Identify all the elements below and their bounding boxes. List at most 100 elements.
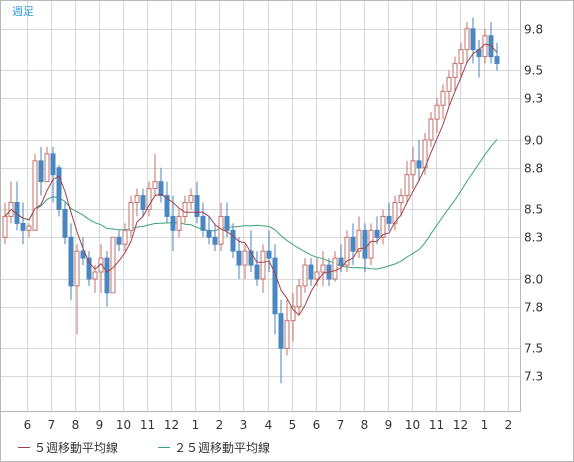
candles-layer <box>2 17 500 384</box>
candle-body <box>404 174 410 197</box>
candle-body <box>128 202 134 231</box>
candle-body <box>482 35 488 58</box>
y-axis: 7.3 7.5 7.8 8.0 8.3 8.5 8.8 9.0 9.3 9.5 9.8 <box>524 23 543 384</box>
candle-body <box>350 236 356 252</box>
candle-body <box>368 229 374 259</box>
candle-body <box>74 250 80 287</box>
candle-body <box>308 264 314 280</box>
candle-body <box>278 313 284 349</box>
candle-body <box>266 250 272 259</box>
x-tick-label: 12 <box>164 418 179 432</box>
candle-body <box>380 215 386 238</box>
x-tick-label: 11 <box>429 418 444 432</box>
legend: ５週移動平均線 ２５週移動平均線 <box>18 440 270 455</box>
y-tick-label: 9.0 <box>524 134 543 148</box>
candle-body <box>254 264 260 280</box>
candle-body <box>20 222 26 231</box>
legend-label: ５週移動平均線 <box>34 440 118 455</box>
x-tick-label: 8 <box>72 418 80 432</box>
candle-body <box>320 264 326 273</box>
candle-body <box>428 118 434 141</box>
ma5-line <box>4 43 498 316</box>
x-tick-label: 10 <box>116 418 131 432</box>
candle-body <box>344 236 350 266</box>
candle-body <box>386 215 392 224</box>
y-tick-label: 8.8 <box>524 162 543 176</box>
candle-body <box>314 271 320 280</box>
candle-body <box>362 229 368 259</box>
candle-body <box>392 202 398 224</box>
candle-body <box>146 188 152 210</box>
candle-body <box>446 76 452 92</box>
candle-body <box>56 167 62 210</box>
candle-body <box>218 215 224 245</box>
x-tick-label: 7 <box>337 418 345 432</box>
period-label: 週足 <box>12 5 34 18</box>
candle-body <box>356 229 362 252</box>
candle-body <box>290 306 296 322</box>
y-tick-label: 8.3 <box>524 231 543 245</box>
candle-body <box>134 195 140 204</box>
candle-body <box>434 104 440 120</box>
candle-body <box>206 229 212 238</box>
candle-body <box>416 160 422 169</box>
candle-body <box>116 236 122 245</box>
candle-body <box>302 264 308 287</box>
candle-body <box>242 250 248 266</box>
x-tick-label: 10 <box>405 418 420 432</box>
y-tick-label: 9.8 <box>524 23 543 37</box>
candle-body <box>398 195 404 204</box>
y-tick-label: 9.5 <box>524 64 543 78</box>
x-tick-label: 2 <box>216 418 224 432</box>
candle-body <box>176 215 182 231</box>
candle-body <box>50 153 56 176</box>
legend-label: ２５週移動平均線 <box>174 440 270 455</box>
candle-body <box>248 250 254 266</box>
candle-body <box>464 28 470 51</box>
candle-body <box>296 285 302 308</box>
y-tick-label: 7.3 <box>524 370 543 384</box>
candle-body <box>194 195 200 217</box>
candle-body <box>62 208 68 238</box>
x-tick-label: 3 <box>240 418 248 432</box>
plot-area <box>0 0 521 412</box>
candle-body <box>284 320 290 349</box>
candle-body <box>44 153 50 183</box>
candle-body <box>26 225 32 231</box>
candle-body <box>68 236 74 287</box>
candle-body <box>152 181 158 190</box>
y-tick-label: 7.8 <box>524 301 543 315</box>
candle-body <box>104 257 110 294</box>
candle-body <box>374 229 380 238</box>
x-tick-label: 1 <box>481 418 489 432</box>
x-tick-label: 9 <box>96 418 104 432</box>
candle-body <box>122 229 128 245</box>
candle-body <box>92 271 98 280</box>
candle-body <box>230 229 236 252</box>
x-tick-label: 5 <box>289 418 297 432</box>
x-tick-label: 1 <box>192 418 200 432</box>
candle-body <box>452 63 458 78</box>
y-tick-label: 7.5 <box>524 342 543 356</box>
candle-body <box>2 215 8 238</box>
candle-body <box>440 90 446 106</box>
candle-body <box>458 49 464 65</box>
x-tick-label: 9 <box>385 418 393 432</box>
candle-body <box>470 28 476 51</box>
candle-body <box>110 236 116 294</box>
candle-body <box>158 181 164 197</box>
candle-body <box>338 257 344 266</box>
ma5-layer <box>4 43 498 316</box>
x-tick-label: 7 <box>48 418 56 432</box>
candle-body <box>164 195 170 217</box>
candle-body <box>236 250 242 266</box>
x-tick-label: 11 <box>140 418 155 432</box>
x-tick-label: 6 <box>313 418 321 432</box>
candle-body <box>224 215 230 231</box>
ma25-layer <box>4 139 498 270</box>
candle-body <box>212 236 218 245</box>
candle-body <box>332 257 338 280</box>
candle-body <box>140 195 146 210</box>
x-tick-label: 8 <box>361 418 369 432</box>
candle-body <box>410 160 416 176</box>
